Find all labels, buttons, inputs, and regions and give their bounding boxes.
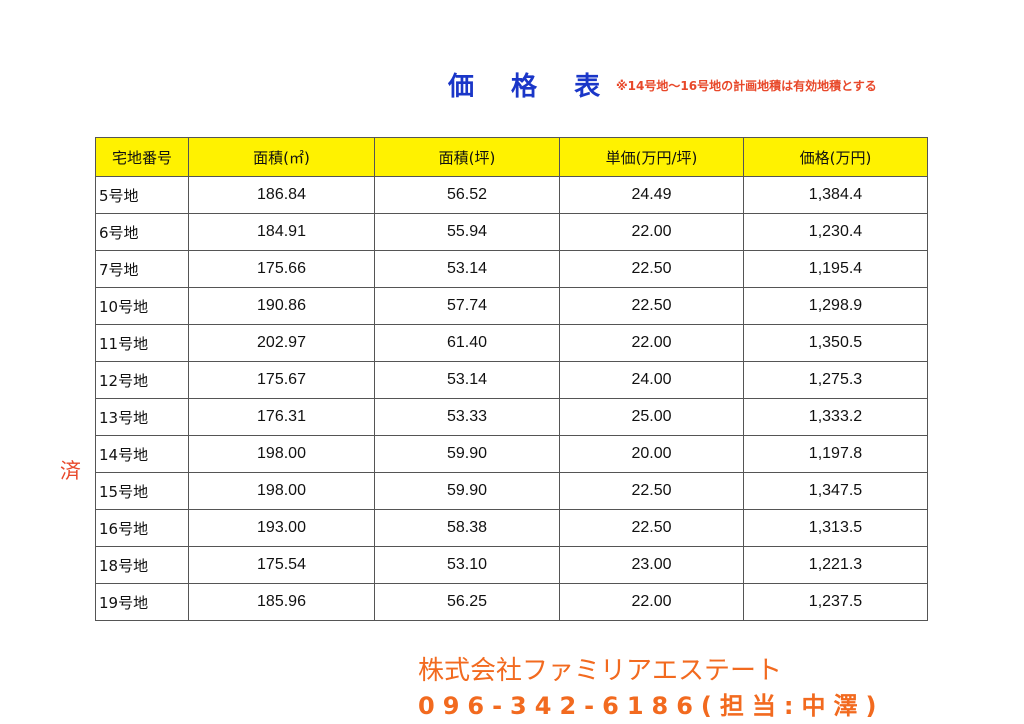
lot-number-cell: 11号地 <box>95 324 189 362</box>
lot-number-cell: 13号地 <box>95 398 189 436</box>
price-cell: 1,313.5 <box>743 509 928 547</box>
lot-number-cell: 16号地 <box>95 509 189 547</box>
table-row: 14号地 198.00 59.90 20.00 1,197.8 <box>95 435 928 473</box>
area-tsubo-cell: 56.52 <box>374 176 560 214</box>
price-cell: 1,333.2 <box>743 398 928 436</box>
price-cell: 1,298.9 <box>743 287 928 325</box>
area-tsubo-cell: 59.90 <box>374 435 560 473</box>
price-cell: 1,384.4 <box>743 176 928 214</box>
area-tsubo-cell: 61.40 <box>374 324 560 362</box>
area-sqm-cell: 175.67 <box>188 361 375 399</box>
unit-price-cell: 22.50 <box>559 250 744 288</box>
price-cell: 1,221.3 <box>743 546 928 584</box>
area-tsubo-cell: 53.14 <box>374 361 560 399</box>
table-row: 16号地 193.00 58.38 22.50 1,313.5 <box>95 509 928 547</box>
area-sqm-cell: 186.84 <box>188 176 375 214</box>
lot-number-cell: 15号地 <box>95 472 189 510</box>
area-tsubo-cell: 59.90 <box>374 472 560 510</box>
lot-number-cell: 14号地 <box>95 435 189 473</box>
unit-price-cell: 23.00 <box>559 546 744 584</box>
table-row: 7号地 175.66 53.14 22.50 1,195.4 <box>95 250 928 288</box>
price-cell: 1,275.3 <box>743 361 928 399</box>
area-note: ※14号地～16号地の計画地積は有効地積とする <box>616 79 877 93</box>
header-unit-price: 単価(万円/坪) <box>559 137 744 177</box>
lot-number-cell: 6号地 <box>95 213 189 251</box>
unit-price-cell: 25.00 <box>559 398 744 436</box>
lot-number-cell: 5号地 <box>95 176 189 214</box>
area-sqm-cell: 185.96 <box>188 583 375 621</box>
area-sqm-cell: 175.66 <box>188 250 375 288</box>
area-sqm-cell: 193.00 <box>188 509 375 547</box>
area-sqm-cell: 176.31 <box>188 398 375 436</box>
table-row: 11号地 202.97 61.40 22.00 1,350.5 <box>95 324 928 362</box>
price-cell: 1,197.8 <box>743 435 928 473</box>
price-table: 宅地番号 面積(㎡) 面積(坪) 単価(万円/坪) 価格(万円) 5号地 186… <box>95 137 928 621</box>
area-tsubo-cell: 53.10 <box>374 546 560 584</box>
unit-price-cell: 22.00 <box>559 213 744 251</box>
price-cell: 1,347.5 <box>743 472 928 510</box>
table-row: 18号地 175.54 53.10 23.00 1,221.3 <box>95 546 928 584</box>
table-row: 6号地 184.91 55.94 22.00 1,230.4 <box>95 213 928 251</box>
header-price: 価格(万円) <box>743 137 928 177</box>
price-cell: 1,195.4 <box>743 250 928 288</box>
area-tsubo-cell: 53.14 <box>374 250 560 288</box>
lot-number-cell: 19号地 <box>95 583 189 621</box>
lot-number-cell: 10号地 <box>95 287 189 325</box>
area-sqm-cell: 184.91 <box>188 213 375 251</box>
area-sqm-cell: 175.54 <box>188 546 375 584</box>
table-row: 12号地 175.67 53.14 24.00 1,275.3 <box>95 361 928 399</box>
contact-phone: 096-342-6186(担当:中澤) <box>418 692 885 720</box>
table-row: 5号地 186.84 56.52 24.49 1,384.4 <box>95 176 928 214</box>
table-row: 10号地 190.86 57.74 22.50 1,298.9 <box>95 287 928 325</box>
lot-number-cell: 7号地 <box>95 250 189 288</box>
header-area-tsubo: 面積(坪) <box>374 137 560 177</box>
area-tsubo-cell: 56.25 <box>374 583 560 621</box>
area-sqm-cell: 198.00 <box>188 435 375 473</box>
unit-price-cell: 22.00 <box>559 583 744 621</box>
area-tsubo-cell: 53.33 <box>374 398 560 436</box>
area-sqm-cell: 198.00 <box>188 472 375 510</box>
unit-price-cell: 24.00 <box>559 361 744 399</box>
page-title: 価 格 表 <box>448 72 615 102</box>
price-cell: 1,237.5 <box>743 583 928 621</box>
price-cell: 1,350.5 <box>743 324 928 362</box>
area-tsubo-cell: 57.74 <box>374 287 560 325</box>
table-header-row: 宅地番号 面積(㎡) 面積(坪) 単価(万円/坪) 価格(万円) <box>95 137 928 177</box>
unit-price-cell: 22.50 <box>559 287 744 325</box>
sold-mark: 済 <box>60 459 81 483</box>
table-row: 19号地 185.96 56.25 22.00 1,237.5 <box>95 583 928 621</box>
area-tsubo-cell: 58.38 <box>374 509 560 547</box>
company-name: 株式会社ファミリアエステート <box>418 656 783 686</box>
area-sqm-cell: 202.97 <box>188 324 375 362</box>
lot-number-cell: 18号地 <box>95 546 189 584</box>
unit-price-cell: 22.50 <box>559 509 744 547</box>
area-tsubo-cell: 55.94 <box>374 213 560 251</box>
header-area-sqm: 面積(㎡) <box>188 137 375 177</box>
unit-price-cell: 22.50 <box>559 472 744 510</box>
price-cell: 1,230.4 <box>743 213 928 251</box>
unit-price-cell: 22.00 <box>559 324 744 362</box>
lot-number-cell: 12号地 <box>95 361 189 399</box>
table-row: 13号地 176.31 53.33 25.00 1,333.2 <box>95 398 928 436</box>
header-lot-number: 宅地番号 <box>95 137 189 177</box>
area-sqm-cell: 190.86 <box>188 287 375 325</box>
unit-price-cell: 24.49 <box>559 176 744 214</box>
unit-price-cell: 20.00 <box>559 435 744 473</box>
table-row: 15号地 198.00 59.90 22.50 1,347.5 <box>95 472 928 510</box>
